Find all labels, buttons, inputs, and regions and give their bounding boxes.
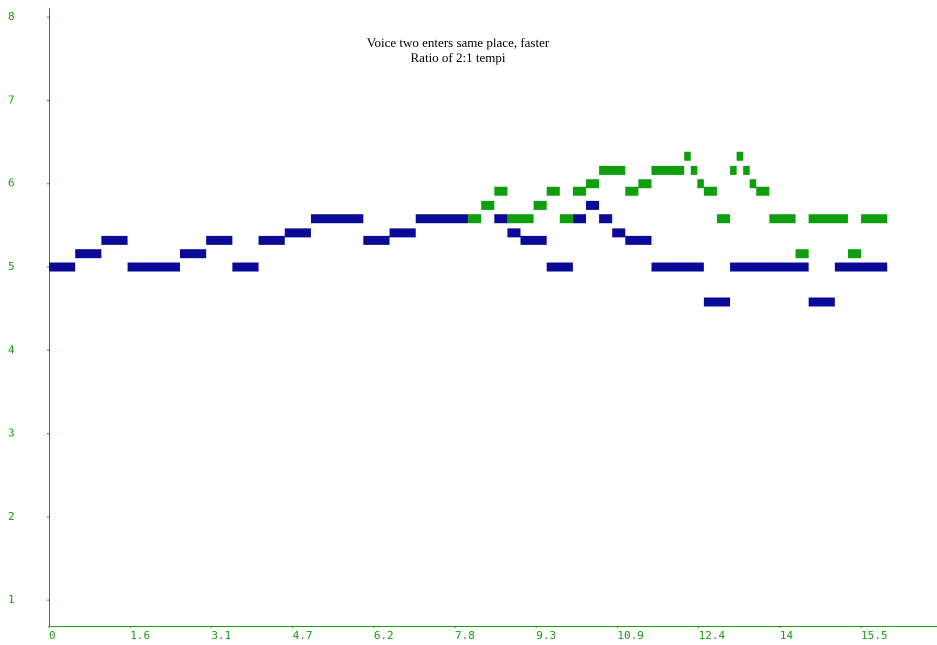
note-segment [101, 235, 128, 245]
y-tick-label: 2 [8, 510, 15, 523]
note-segment [559, 214, 573, 224]
x-tick-label: 4.7 [293, 629, 313, 642]
x-tick-label: 7.8 [455, 629, 475, 642]
x-tick-label: 15.5 [861, 629, 888, 642]
note-segment [684, 151, 691, 161]
y-tick-label: 6 [8, 177, 15, 190]
note-segment [703, 297, 731, 307]
note-segment [599, 165, 626, 175]
note-segment [625, 235, 652, 245]
note-segment [127, 262, 180, 272]
x-tick-label: 10.9 [617, 629, 644, 642]
note-segment [834, 262, 888, 272]
x-tick-label: 6.2 [374, 629, 394, 642]
note-segment [206, 235, 233, 245]
note-segment [507, 214, 534, 224]
note-segment [75, 249, 102, 259]
y-tick-label: 8 [8, 10, 15, 23]
note-segment [585, 200, 600, 210]
y-tick-label: 7 [8, 93, 15, 106]
note-segment [743, 165, 750, 175]
x-tick-label: 12.4 [699, 629, 726, 642]
x-tick-label: 0 [49, 629, 56, 642]
note-segment [795, 249, 809, 259]
y-tick-label: 3 [8, 427, 15, 440]
note-segment [49, 262, 76, 272]
note-segment [749, 179, 757, 189]
note-segment [599, 214, 613, 224]
note-segment [638, 179, 652, 189]
note-segment [572, 186, 586, 196]
note-segment [415, 214, 469, 224]
note-segment [389, 228, 416, 238]
note-segment [468, 214, 482, 224]
note-segment [651, 262, 704, 272]
note-segment [520, 235, 547, 245]
chart-subtitle: Ratio of 2:1 tempi [411, 50, 506, 65]
note-segment [284, 228, 311, 238]
note-segment [847, 249, 862, 259]
note-segment [808, 214, 848, 224]
note-segment [363, 235, 390, 245]
y-tick-label: 4 [8, 343, 15, 356]
note-segment [585, 179, 600, 189]
y-tick-label: 5 [8, 260, 15, 273]
x-tick-label: 9.3 [536, 629, 556, 642]
note-segment [716, 214, 731, 224]
note-segment [612, 228, 626, 238]
note-segment [703, 186, 717, 196]
note-segment [533, 200, 547, 210]
note-segment [697, 179, 704, 189]
note-segment [736, 151, 744, 161]
note-segment [572, 214, 586, 224]
note-segment [808, 297, 835, 307]
note-segment [730, 262, 809, 272]
note-segment [769, 214, 796, 224]
note-segment [625, 186, 639, 196]
note-segment [310, 214, 364, 224]
note-segment [179, 249, 207, 259]
chart-title: Voice two enters same place, faster [367, 35, 550, 50]
note-segment [481, 200, 495, 210]
x-tick-label: 14 [780, 629, 794, 642]
note-segment [546, 186, 560, 196]
x-tick-label: 3.1 [211, 629, 231, 642]
note-segment [258, 235, 285, 245]
note-segment [232, 262, 259, 272]
note-segment [861, 214, 888, 224]
note-segment [730, 165, 737, 175]
y-tick-label: 1 [8, 593, 15, 606]
note-segment [494, 186, 508, 196]
x-tick-label: 1.6 [130, 629, 150, 642]
note-segment [651, 165, 685, 175]
note-segment [690, 165, 698, 175]
note-segment [756, 186, 770, 196]
note-segment [546, 262, 573, 272]
note-segment [507, 228, 521, 238]
note-segment [494, 214, 508, 224]
